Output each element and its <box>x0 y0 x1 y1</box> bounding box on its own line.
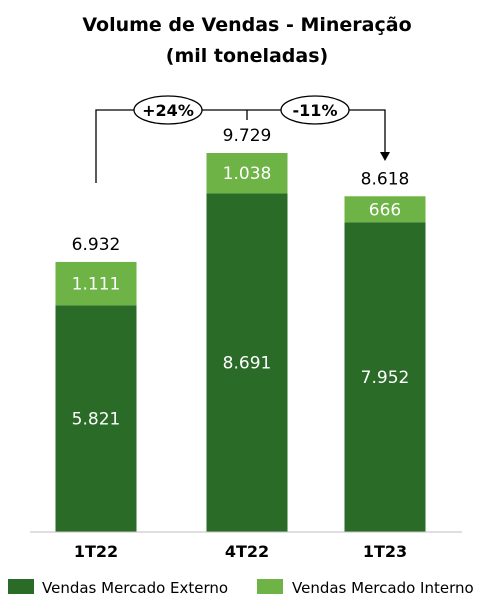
growth-badge-1 <box>280 95 350 125</box>
data-label-externo-1T22: 5.821 <box>72 410 121 430</box>
category-label-4T22: 4T22 <box>225 542 269 561</box>
growth-connector-line <box>95 109 386 183</box>
total-label-4T22: 9.729 <box>223 126 272 146</box>
data-label-interno-4T22: 1.038 <box>223 164 272 184</box>
legend-swatch-interno <box>257 579 283 594</box>
legend-label-interno: Vendas Mercado Interno <box>292 579 474 597</box>
category-label-1T22: 1T22 <box>74 542 118 561</box>
data-label-externo-1T23: 7.952 <box>361 368 410 388</box>
total-label-1T23: 8.618 <box>361 169 410 189</box>
growth-arrowhead <box>380 152 390 161</box>
bar-externo-1T23 <box>344 222 426 532</box>
growth-label-1T22-4T22: +24% <box>142 101 194 120</box>
bar-interno-1T22 <box>55 261 137 306</box>
bars-group: 5.821 1.111 6.932 8.691 1.038 9.729 7.952 666 8.… <box>55 126 426 532</box>
category-labels: 1T22 4T22 1T23 <box>74 542 407 561</box>
chart-title-line-2: (mil toneladas) <box>166 45 328 67</box>
legend-swatch-externo <box>8 579 34 594</box>
chart-title-line-1: Volume de Vendas - Mineração <box>82 14 411 36</box>
data-label-externo-4T22: 8.691 <box>223 354 272 374</box>
growth-label-4T22-1T23: -11% <box>293 101 338 120</box>
data-label-interno-1T23: 666 <box>369 200 401 220</box>
growth-arrows: +24% -11% <box>95 95 390 183</box>
bar-externo-4T22 <box>206 193 288 532</box>
bar-externo-1T22 <box>55 305 137 532</box>
bar-interno-4T22 <box>206 153 288 194</box>
legend: Vendas Mercado Externo Vendas Mercado In… <box>8 579 474 597</box>
growth-badge-0 <box>133 95 203 125</box>
data-label-interno-1T22: 1.111 <box>72 275 121 295</box>
category-label-1T23: 1T23 <box>363 542 407 561</box>
legend-label-externo: Vendas Mercado Externo <box>42 579 228 597</box>
bar-interno-1T23 <box>344 196 426 223</box>
total-label-1T22: 6.932 <box>72 235 121 255</box>
